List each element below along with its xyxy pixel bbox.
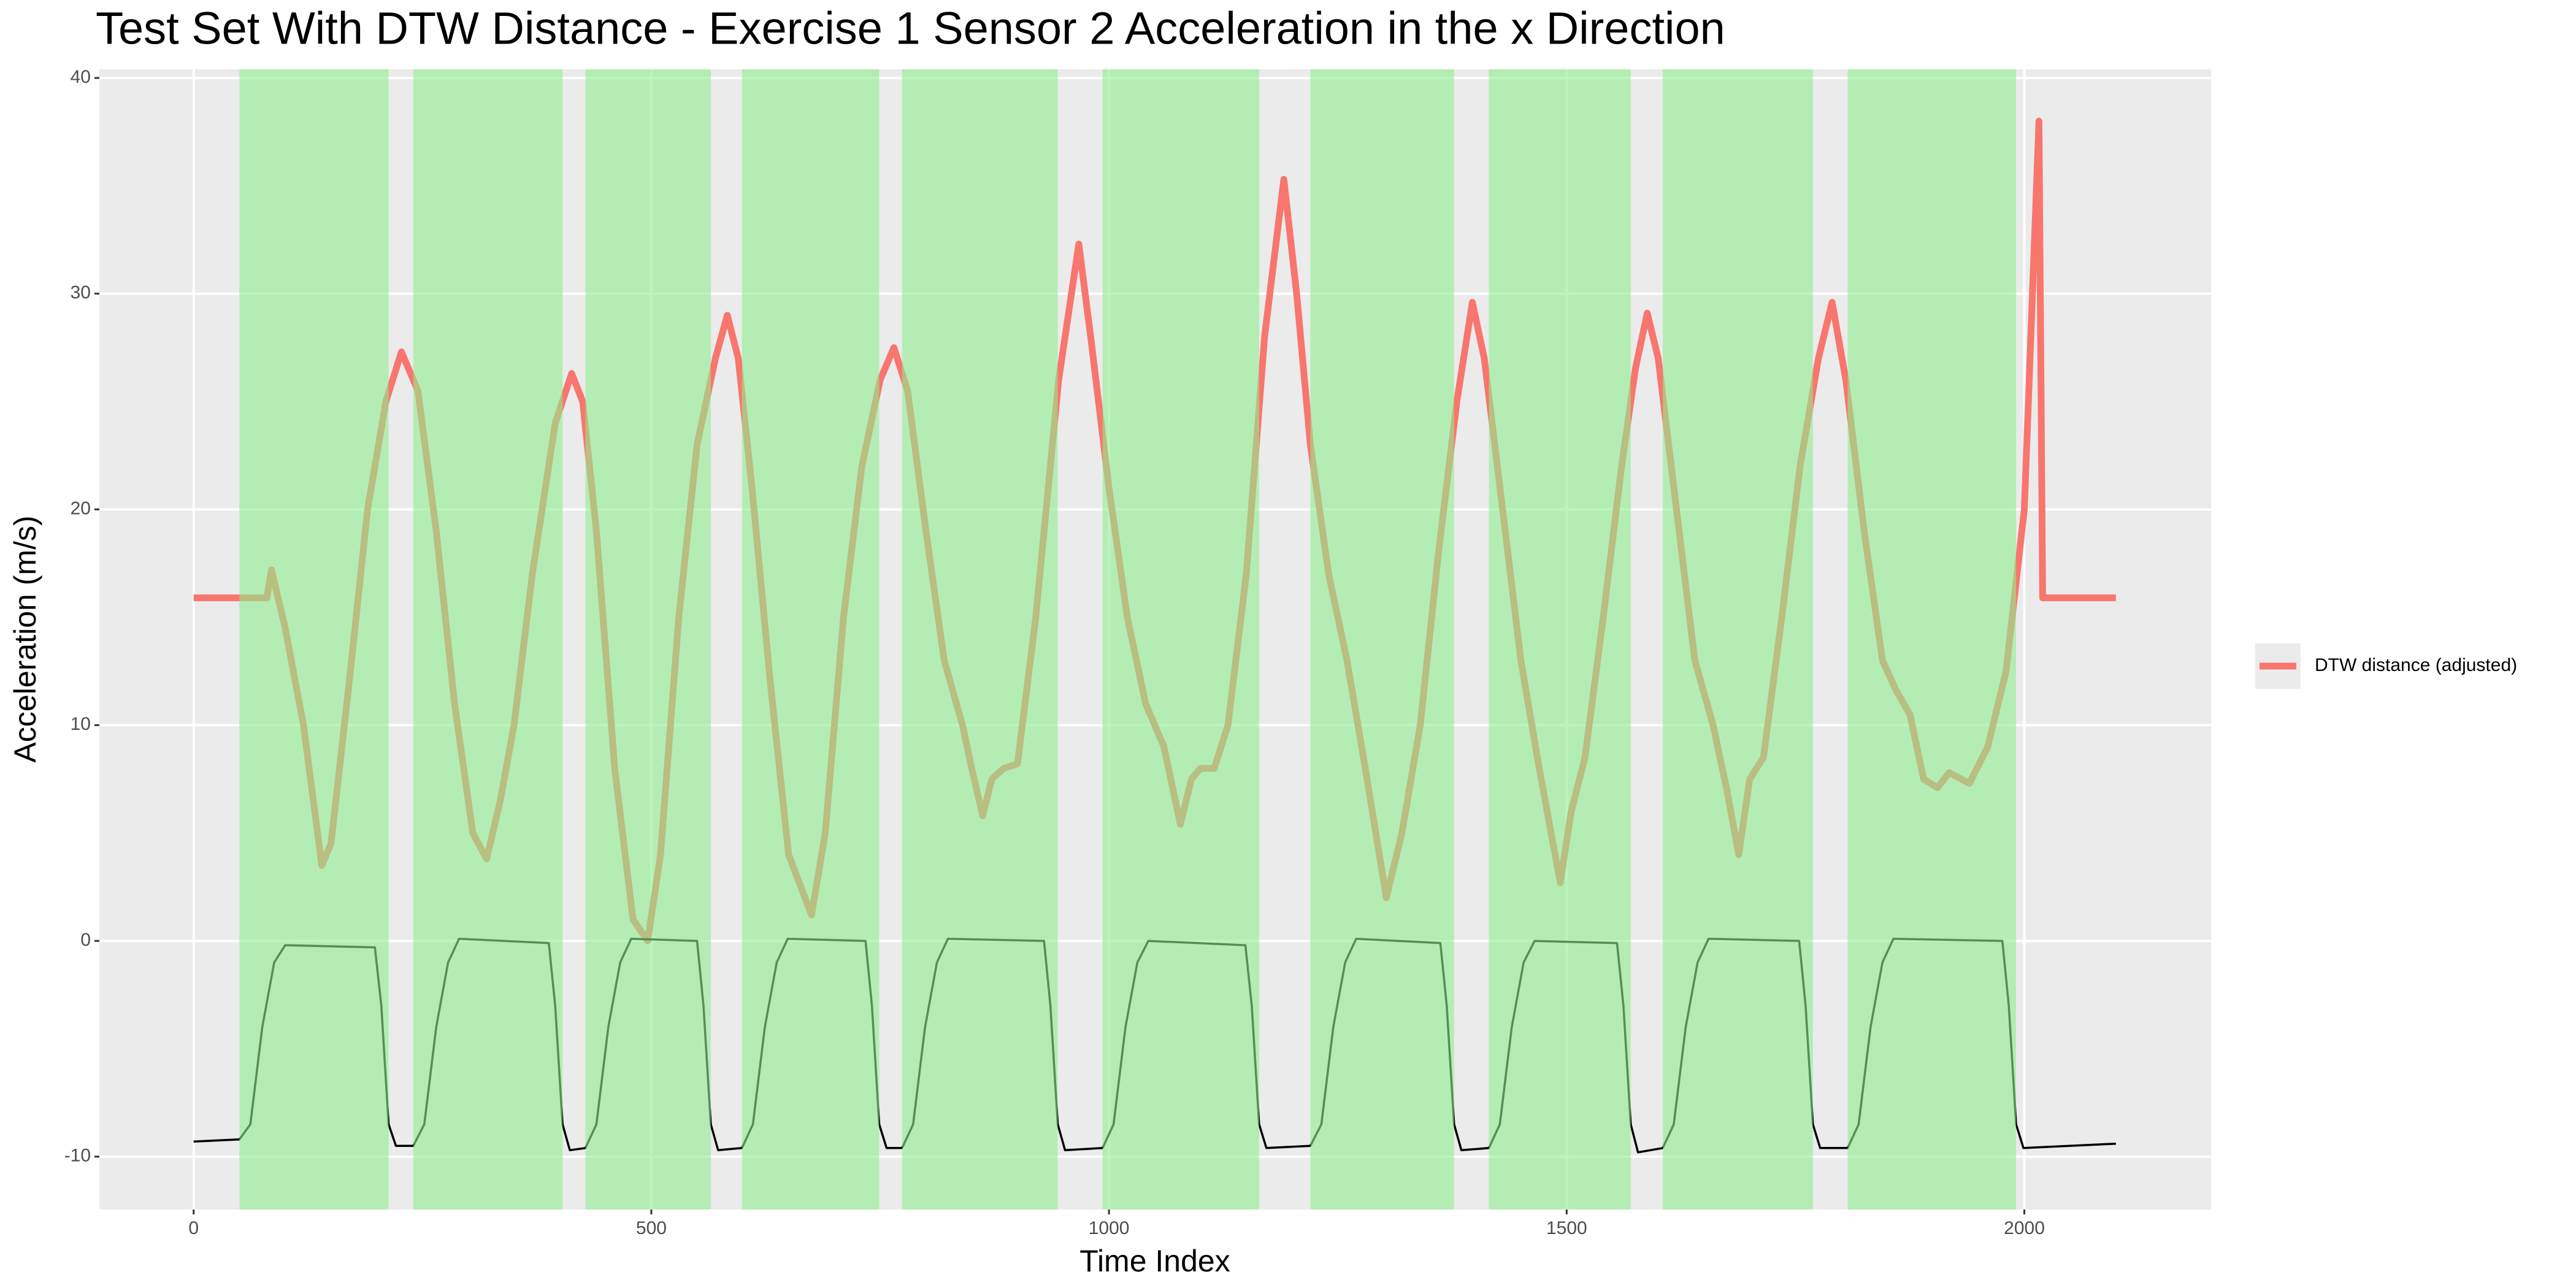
y-tick-label: 10	[71, 714, 91, 734]
y-axis-title: Acceleration (m/s)	[8, 516, 42, 763]
shaded-region	[742, 69, 880, 1209]
y-tick-label: 40	[71, 67, 91, 87]
chart-title: Test Set With DTW Distance - Exercise 1 …	[96, 3, 1725, 54]
shaded-region	[239, 69, 389, 1209]
x-tick-label: 1500	[1546, 1218, 1587, 1238]
shaded-region	[902, 69, 1058, 1209]
shaded-region	[1663, 69, 1813, 1209]
y-tick-label: 0	[80, 930, 91, 950]
x-tick-label: 500	[636, 1218, 667, 1238]
x-tick-label: 1000	[1089, 1218, 1130, 1238]
shaded-region	[1847, 69, 2017, 1209]
y-tick-label: -10	[64, 1146, 91, 1166]
y-tick-label: 20	[71, 498, 91, 518]
shaded-region	[413, 69, 563, 1209]
shaded-region	[1310, 69, 1454, 1209]
legend-label: DTW distance (adjusted)	[2315, 655, 2517, 675]
shaded-region	[1102, 69, 1259, 1209]
y-tick-label: 30	[71, 283, 91, 303]
shaded-region	[585, 69, 711, 1209]
x-axis-title: Time Index	[1079, 1244, 1230, 1278]
shaded-region	[1489, 69, 1631, 1209]
x-tick-label: 0	[188, 1218, 199, 1238]
x-tick-label: 2000	[2004, 1218, 2045, 1238]
